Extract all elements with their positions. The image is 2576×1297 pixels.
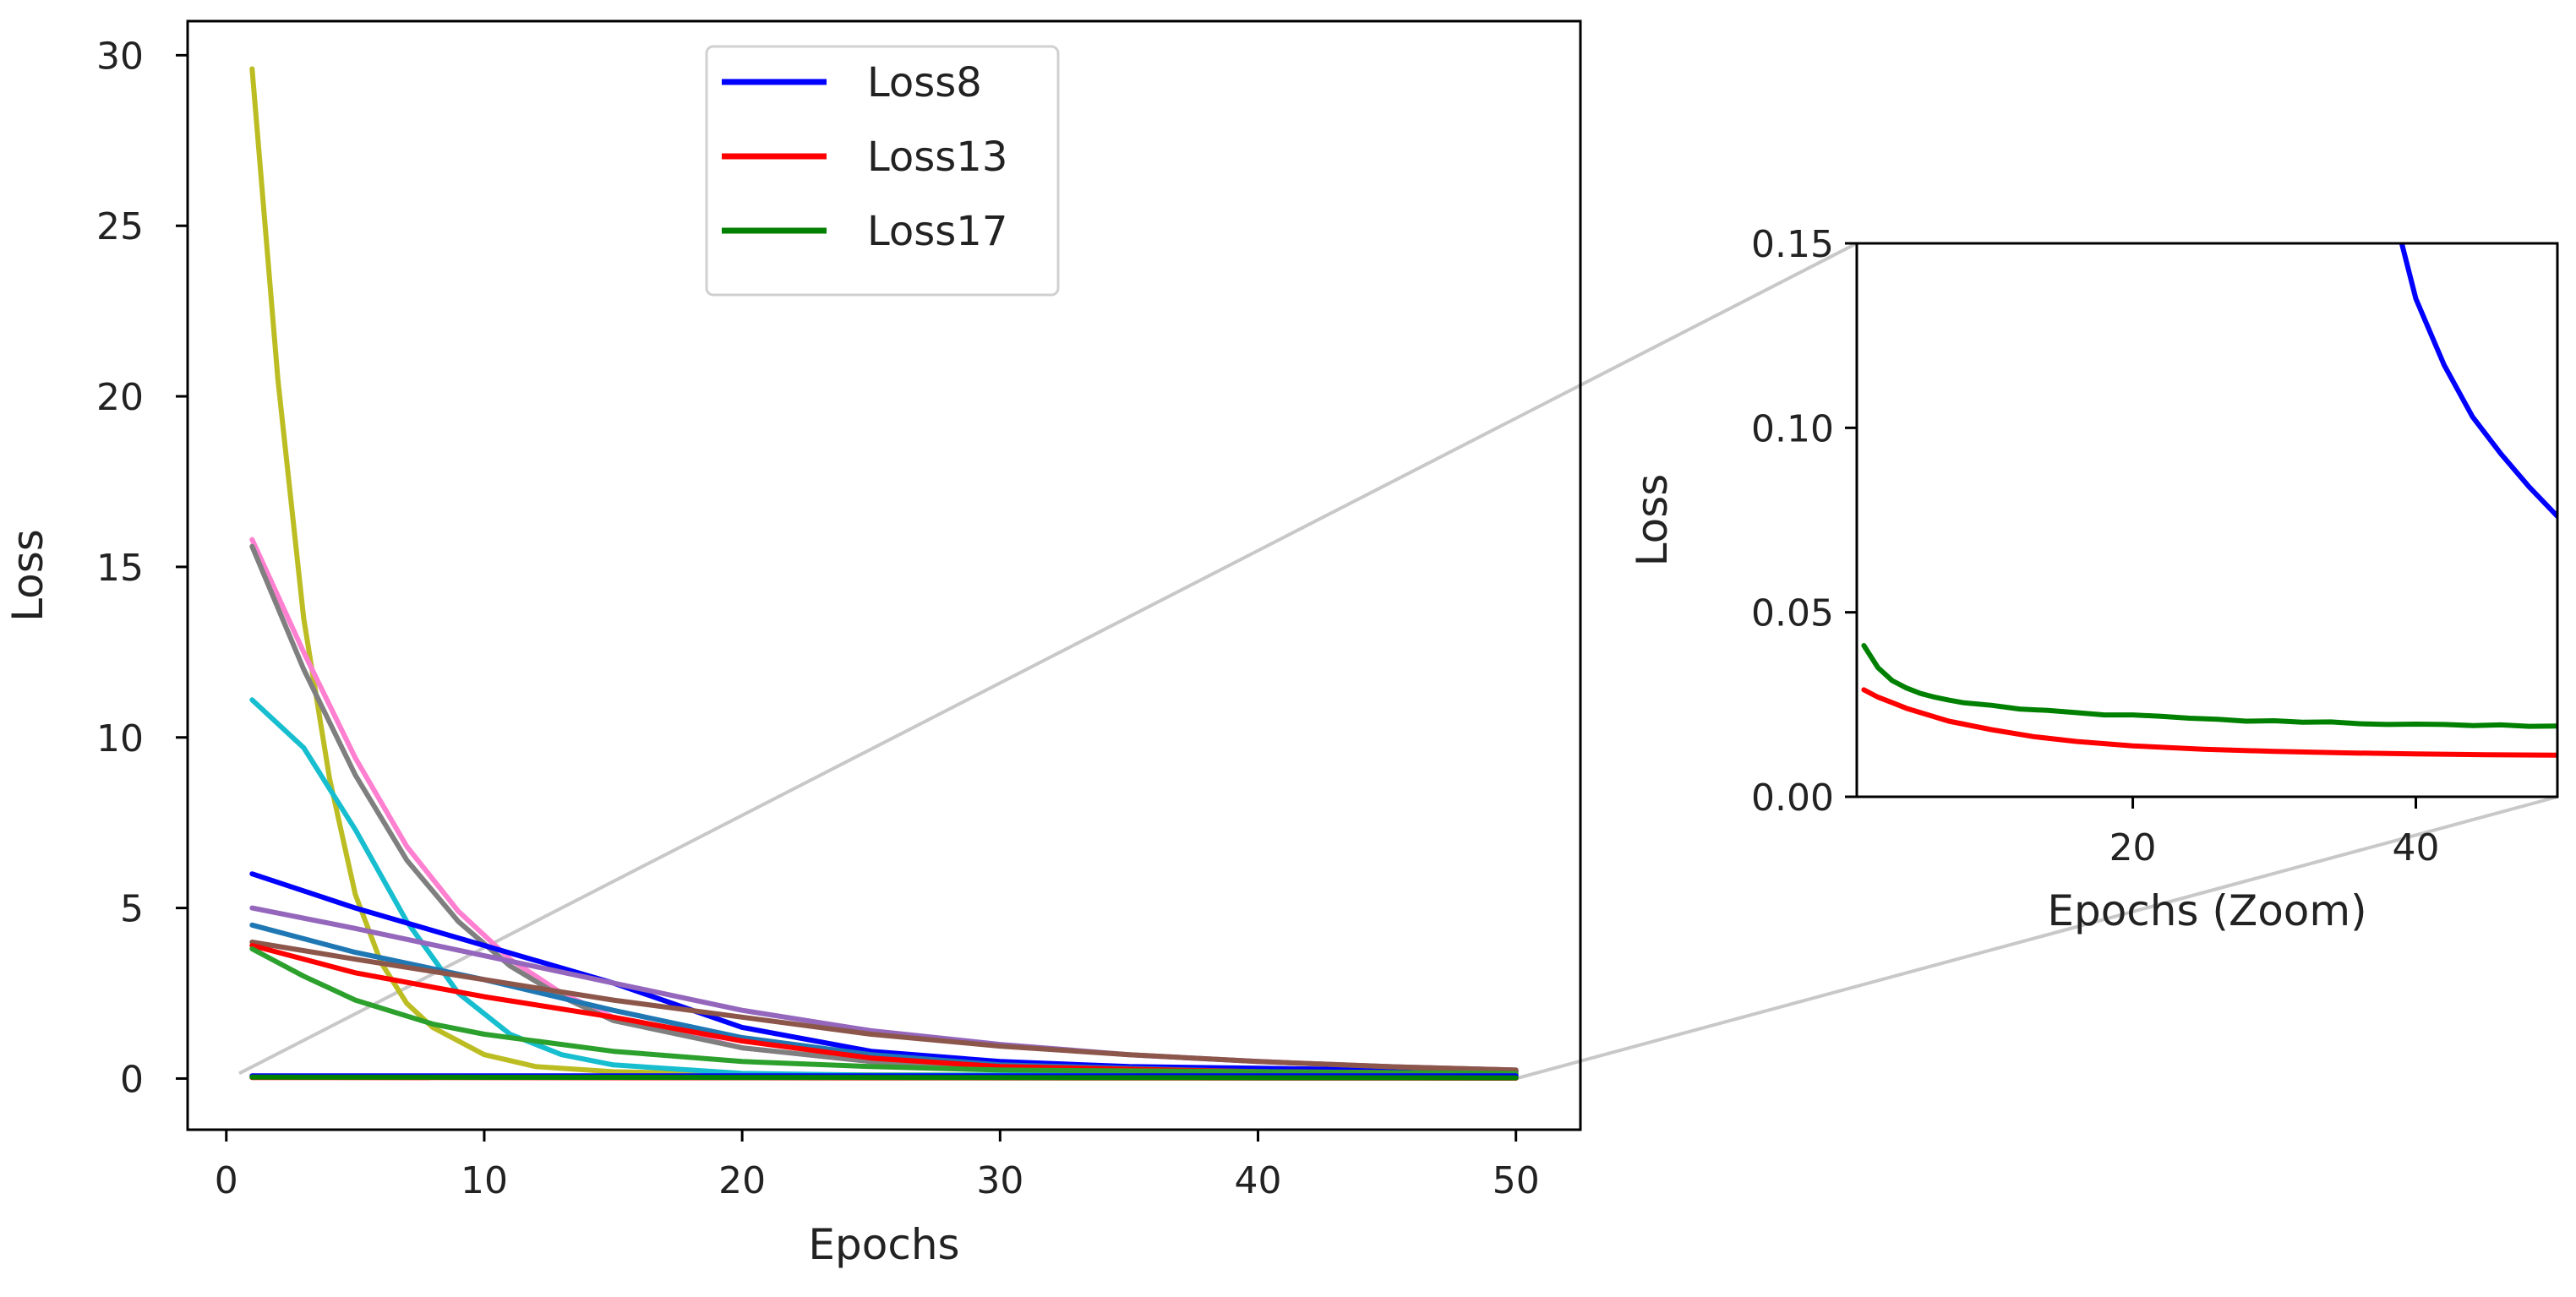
zoom-connector-top	[238, 242, 1858, 1076]
zoom-connector-bottom	[1515, 795, 2558, 1081]
zoom-series-loss13	[1861, 687, 2557, 758]
zoom-xlabel: Epochs (Zoom)	[2047, 886, 2366, 935]
main-ytick-label: 5	[120, 888, 144, 931]
zoom-series-loss17	[1861, 643, 2557, 729]
zoom-series-group	[1861, 243, 2557, 758]
main-series-loss17	[249, 1074, 1519, 1081]
main-legend-label-loss17: Loss17	[867, 208, 1007, 255]
main-xtick-label: 20	[718, 1159, 766, 1202]
main-xtick-label: 10	[461, 1159, 508, 1202]
main-series-group	[249, 66, 1519, 1081]
zoom-ytick-label: 0.15	[1751, 223, 1834, 266]
main-series-blue-curve	[249, 871, 1519, 1075]
main-xtick-label: 0	[215, 1159, 238, 1202]
zoom-xtick-label: 40	[2393, 826, 2440, 869]
main-panel: 0 10 20 30 40 50051015202530EpochsLossLoss8Lo…	[3, 19, 1582, 1269]
main-legend: Loss8 Loss13 Loss17	[705, 45, 1060, 297]
main-ytick-label: 30	[96, 35, 144, 78]
main-plot-frame	[186, 19, 1582, 1131]
main-series-gray-curve	[249, 543, 1519, 1078]
zoom-panel: 20 40 0.00 0.05 0.10 0.15 Epochs (Zoom) Loss	[1628, 223, 2559, 935]
main-ytick-label: 10	[96, 717, 144, 760]
main-ytick-label: 25	[96, 205, 144, 248]
main-series-green-curve	[249, 946, 1519, 1076]
main-xlabel: Epochs	[808, 1220, 959, 1269]
zoom-ylabel: Loss	[1628, 474, 1677, 567]
zoom-plot-frame	[1855, 242, 2559, 798]
zoom-ytick-label: 0.05	[1751, 592, 1834, 635]
main-ylabel: Loss	[3, 529, 52, 622]
main-legend-label-loss13: Loss13	[867, 134, 1007, 181]
main-xtick-label: 40	[1235, 1159, 1282, 1202]
main-ytick-label: 0	[120, 1058, 144, 1101]
main-series-pink-curve	[249, 537, 1519, 1078]
main-xtick-label: 30	[976, 1159, 1023, 1202]
zoom-xtick-label: 20	[2109, 826, 2157, 869]
main-legend-label-loss8: Loss8	[867, 59, 982, 106]
zoom-ytick-label: 0.00	[1751, 777, 1834, 820]
zoom-series-loss8	[2399, 243, 2557, 520]
main-series-brown-curve	[249, 940, 1519, 1073]
main-xtick-label: 50	[1493, 1159, 1540, 1202]
zoom-ytick-label: 0.10	[1751, 407, 1834, 450]
main-ytick-label: 20	[96, 376, 144, 419]
main-ytick-label: 15	[96, 547, 144, 590]
